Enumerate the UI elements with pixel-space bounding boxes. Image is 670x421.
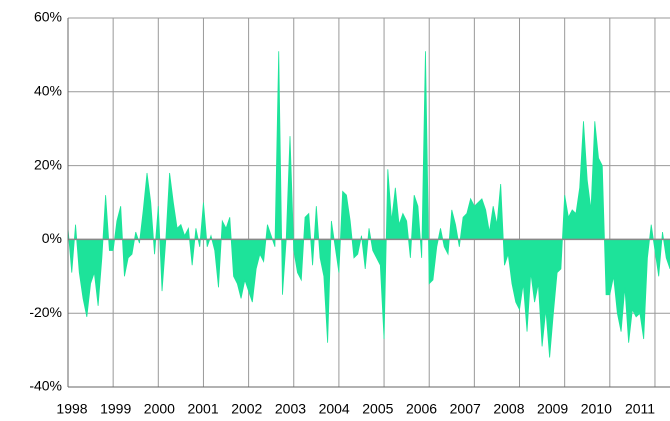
- y-tick-label: 0%: [42, 230, 62, 246]
- x-tick-label: 2008: [493, 401, 524, 417]
- x-tick-label: 2009: [537, 401, 568, 417]
- x-tick-label: 2007: [450, 401, 481, 417]
- x-tick-label: 2002: [231, 401, 262, 417]
- x-tick-label: 1998: [56, 401, 87, 417]
- y-tick-label: -20%: [29, 304, 62, 320]
- y-tick-label: 60%: [34, 9, 62, 25]
- x-tick-label: 2011: [625, 401, 655, 417]
- area: [67, 51, 670, 358]
- x-tick-label: 2003: [275, 401, 306, 417]
- x-tick-label: 2005: [362, 401, 393, 417]
- x-tick-label: 2004: [319, 401, 350, 417]
- x-tick-label: 2006: [406, 401, 437, 417]
- y-tick-label: -40%: [29, 378, 62, 394]
- x-tick-label: 1999: [100, 401, 131, 417]
- x-tick-label: 2010: [581, 401, 612, 417]
- x-tick-label: 2000: [144, 401, 175, 417]
- x-tick-label: 2001: [187, 401, 218, 417]
- y-tick-label: 40%: [34, 83, 62, 99]
- y-tick-label: 20%: [34, 156, 62, 172]
